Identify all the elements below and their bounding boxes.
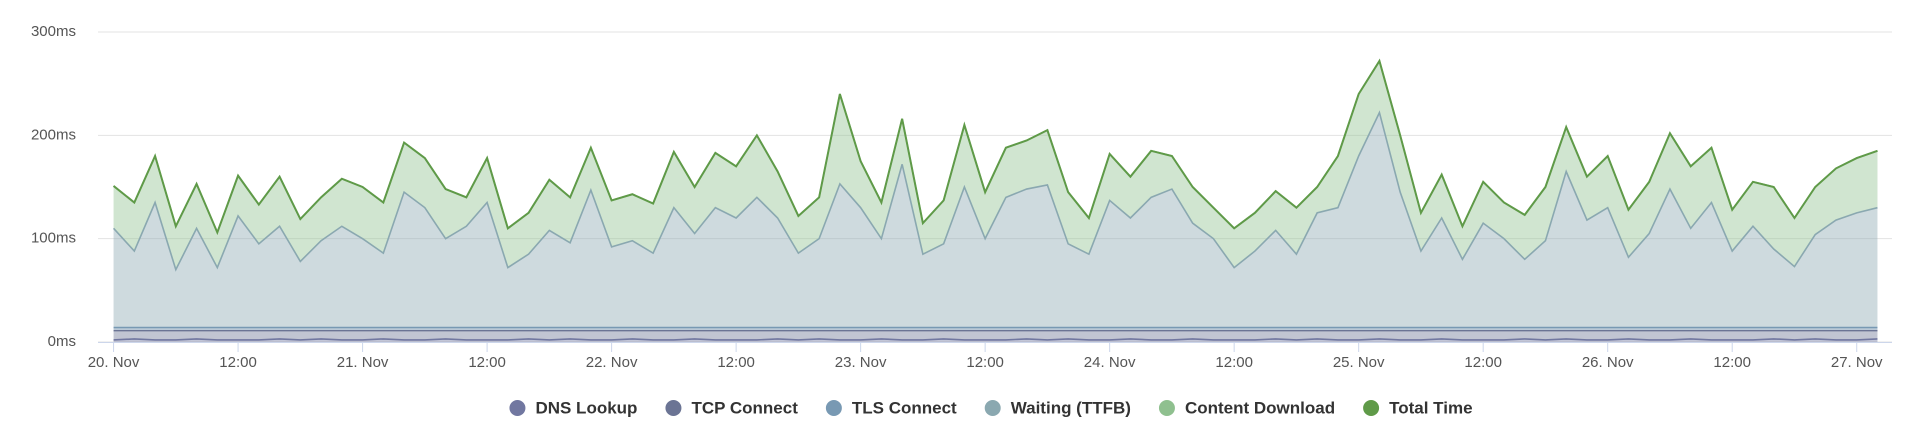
legend-item[interactable]: Content Download — [1158, 398, 1335, 417]
legend-label: TCP Connect — [691, 398, 798, 417]
legend-item[interactable]: Waiting (TTFB) — [984, 398, 1131, 417]
series-line — [112, 58, 1878, 236]
legend-marker — [1363, 400, 1380, 416]
x-tick-label: 12:00 — [1215, 354, 1253, 371]
y-tick-label: 300ms — [31, 23, 76, 40]
legend-marker — [1158, 400, 1175, 416]
x-tick-label: 12:00 — [966, 354, 1004, 371]
areas — [113, 60, 1878, 342]
legend: DNS Lookup TCP Connect TLS Connect Waiting … — [509, 398, 1473, 417]
legend-item[interactable]: TLS Connect — [825, 398, 957, 417]
lines — [112, 58, 1878, 341]
x-tick-label: 26. Nov — [1582, 354, 1634, 371]
legend-label: DNS Lookup — [535, 398, 637, 417]
area-fill — [113, 112, 1878, 328]
x-tick-label: 12:00 — [1713, 354, 1751, 371]
x-tick-label: 12:00 — [219, 354, 257, 371]
legend-label: Total Time — [1389, 398, 1472, 417]
area-line — [112, 110, 1878, 272]
legend-item[interactable]: TCP Connect — [665, 398, 798, 417]
x-tick-label: 24. Nov — [1084, 354, 1136, 371]
y-tick-label: 0ms — [48, 333, 76, 350]
x-tick-label: 21. Nov — [337, 354, 389, 371]
area-line — [113, 338, 1878, 341]
legend-label: Waiting (TTFB) — [1011, 398, 1131, 417]
y-tick-label: 200ms — [31, 126, 76, 143]
y-tick-label: 100ms — [31, 230, 76, 247]
x-tick-label: 12:00 — [717, 354, 755, 371]
x-tick-label: 22. Nov — [586, 354, 638, 371]
legend-label: TLS Connect — [852, 398, 957, 417]
legend-marker — [509, 400, 526, 416]
legend-marker — [984, 400, 1001, 416]
legend-marker — [665, 400, 682, 416]
area-fill — [113, 330, 1878, 340]
x-tick-label: 12:00 — [468, 354, 506, 371]
legend-item[interactable]: Total Time — [1363, 398, 1473, 417]
x-tick-label: 12:00 — [1464, 354, 1502, 371]
x-tick-label: 27. Nov — [1831, 354, 1883, 371]
legend-marker — [825, 400, 842, 416]
legend-label: Content Download — [1185, 398, 1335, 417]
x-tick-label: 23. Nov — [835, 354, 887, 371]
legend-item[interactable]: DNS Lookup — [509, 398, 637, 417]
x-tick-label: 20. Nov — [88, 354, 140, 371]
x-tick-label: 25. Nov — [1333, 354, 1385, 371]
area-fill — [113, 60, 1878, 270]
